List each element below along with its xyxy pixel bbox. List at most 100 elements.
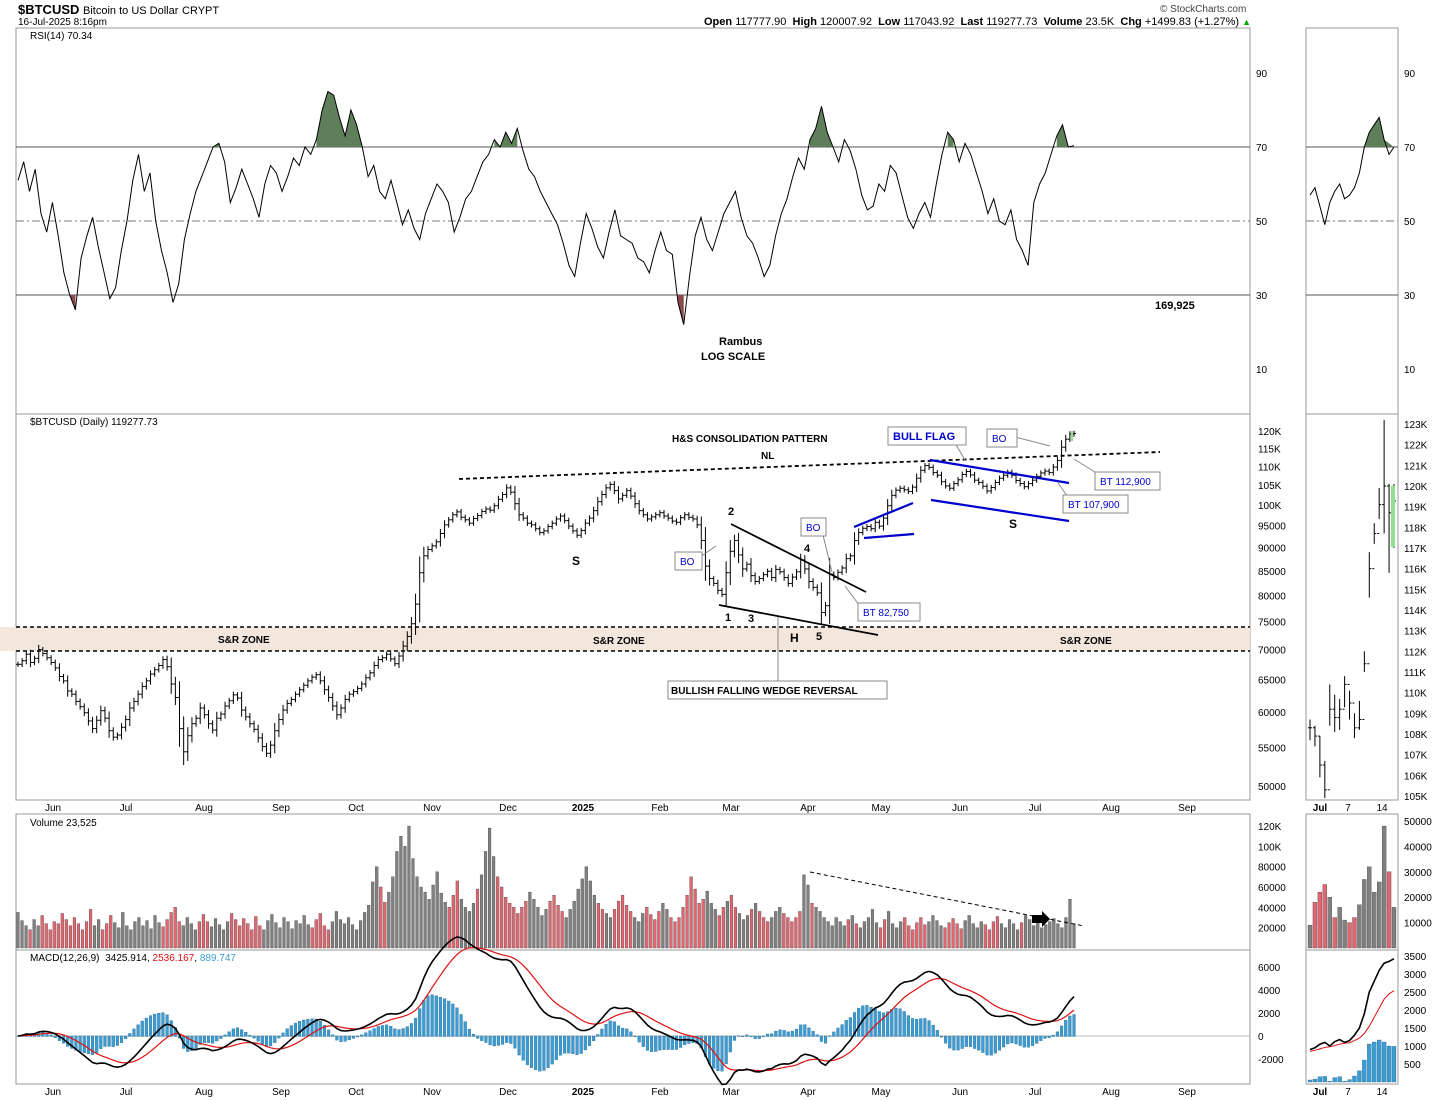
volume-bar xyxy=(874,922,879,949)
macd-histogram-bar xyxy=(823,1035,828,1044)
inset-macd-histogram-bar xyxy=(1372,1041,1377,1083)
volume-bar xyxy=(975,927,979,949)
macd-histogram-bar xyxy=(389,1026,393,1037)
volume-label: Volume xyxy=(1043,16,1083,28)
macd-histogram-bar xyxy=(463,1021,467,1037)
inset-volume-bar xyxy=(1357,904,1362,949)
macd-histogram-bar xyxy=(964,1035,968,1047)
volume-bar xyxy=(226,921,230,949)
volume-bar xyxy=(862,921,866,949)
macd-histogram-bar xyxy=(910,1018,915,1037)
macd-histogram-bar xyxy=(579,1035,583,1054)
bull-flag-label: BULL FLAG xyxy=(893,431,955,443)
macd-histogram-bar xyxy=(252,1035,256,1039)
volume-bar xyxy=(818,911,822,949)
volume-bar xyxy=(298,923,302,949)
price-xtick-label: Jul xyxy=(1029,803,1042,814)
volume-bar xyxy=(733,907,737,949)
inset-price-ytick-label: 119K xyxy=(1404,503,1427,514)
chg-value: +1499.83 (+1.27%) xyxy=(1144,16,1240,28)
inset-volume-bar xyxy=(1312,902,1318,949)
volume-ytick-label: 120K xyxy=(1258,822,1282,833)
macd-histogram-bar xyxy=(190,1035,194,1051)
volume-bar xyxy=(475,888,480,949)
volume-bar xyxy=(709,903,713,949)
macd-histogram-bar xyxy=(505,1035,509,1043)
volume-bar xyxy=(238,925,242,949)
volume-bar xyxy=(439,892,443,949)
sr-zone-label-right: S&R ZONE xyxy=(1060,636,1112,647)
macd-histogram-bar xyxy=(679,1035,683,1048)
volume-bar xyxy=(842,925,846,949)
price-ytick-label: 50000 xyxy=(1258,782,1286,793)
volume-bar xyxy=(56,923,60,949)
macd-histogram-bar xyxy=(186,1035,190,1052)
volume-bar xyxy=(564,917,568,949)
volume-bar xyxy=(1072,923,1076,949)
macd-ytick-label: 2000 xyxy=(1258,1009,1281,1020)
macd-histogram-bar xyxy=(277,1035,281,1039)
open-value: 117777.90 xyxy=(735,16,787,28)
macd-histogram-bar xyxy=(1010,1035,1014,1044)
volume-bar xyxy=(185,917,189,949)
price-xtick-label: 2025 xyxy=(572,803,595,814)
volume-bar xyxy=(173,907,177,949)
rsi-ytick-label: 50 xyxy=(1256,217,1268,228)
macd-histogram-bar xyxy=(124,1035,128,1039)
volume-bar xyxy=(447,907,451,949)
macd-histogram-bar xyxy=(915,1018,919,1037)
macd-histogram-bar xyxy=(74,1035,78,1051)
volume-bar xyxy=(786,917,790,949)
volume-bar xyxy=(129,929,133,949)
volume-bar xyxy=(246,923,250,949)
volume-bar xyxy=(580,878,584,949)
macd-histogram-bar xyxy=(335,1035,339,1041)
macd-histogram-bar xyxy=(310,1018,314,1037)
volume-bar xyxy=(157,922,161,949)
wedge-upper-line xyxy=(730,523,867,593)
volume-bar xyxy=(40,915,44,949)
price-xtick-label: Sep xyxy=(272,803,290,814)
macd-histogram-bar xyxy=(968,1035,973,1047)
volume-bar xyxy=(177,921,181,949)
volume-bar xyxy=(971,923,975,949)
high-label: High xyxy=(792,16,817,28)
price-legend: $BTCUSD (Daily) 119277.73 xyxy=(30,417,158,428)
volume-bar xyxy=(701,899,705,949)
volume-bar xyxy=(379,886,383,949)
chart-symbol: $BTCUSD Bitcoin to US Dollar CRYPT xyxy=(18,2,219,17)
inset-volume-bar xyxy=(1342,919,1347,949)
volume-bar xyxy=(588,880,592,949)
macd-histogram-bar xyxy=(811,1031,815,1037)
macd-xtick-label: Aug xyxy=(195,1087,213,1098)
macd-histogram-bar xyxy=(997,1035,1002,1051)
bt-82750-label: BT 82,750 xyxy=(863,608,909,619)
inset-xtick-label: 7 xyxy=(1345,803,1351,814)
volume-bar xyxy=(600,909,604,949)
volume-ytick-label: 100K xyxy=(1258,842,1282,853)
macd-histogram-bar xyxy=(836,1027,840,1037)
macd-histogram-bar xyxy=(49,1034,53,1037)
volume-bar xyxy=(677,917,681,949)
macd-histogram-bar xyxy=(306,1018,310,1037)
volume-bar xyxy=(500,886,504,949)
volume-bar xyxy=(608,917,613,949)
macd-histogram-bar xyxy=(198,1035,202,1045)
volume-bar xyxy=(616,901,621,949)
macd-histogram-bar xyxy=(1018,1035,1022,1046)
volume-bar xyxy=(1028,919,1032,949)
volume-bar xyxy=(121,912,125,949)
volume-bar xyxy=(556,905,560,949)
volume-bar xyxy=(1003,927,1008,949)
volume-bar xyxy=(169,912,173,949)
volume-bar xyxy=(891,923,895,949)
macd-histogram-bar xyxy=(869,1006,873,1037)
volume-bar xyxy=(947,922,951,949)
macd-histogram-bar xyxy=(670,1035,674,1050)
volume-bar xyxy=(939,925,943,949)
macd-histogram-bar xyxy=(1072,1014,1076,1037)
volume-bar xyxy=(576,888,580,949)
volume-bar xyxy=(455,880,459,949)
volume-bar xyxy=(725,901,729,949)
volume-bar xyxy=(64,919,68,949)
